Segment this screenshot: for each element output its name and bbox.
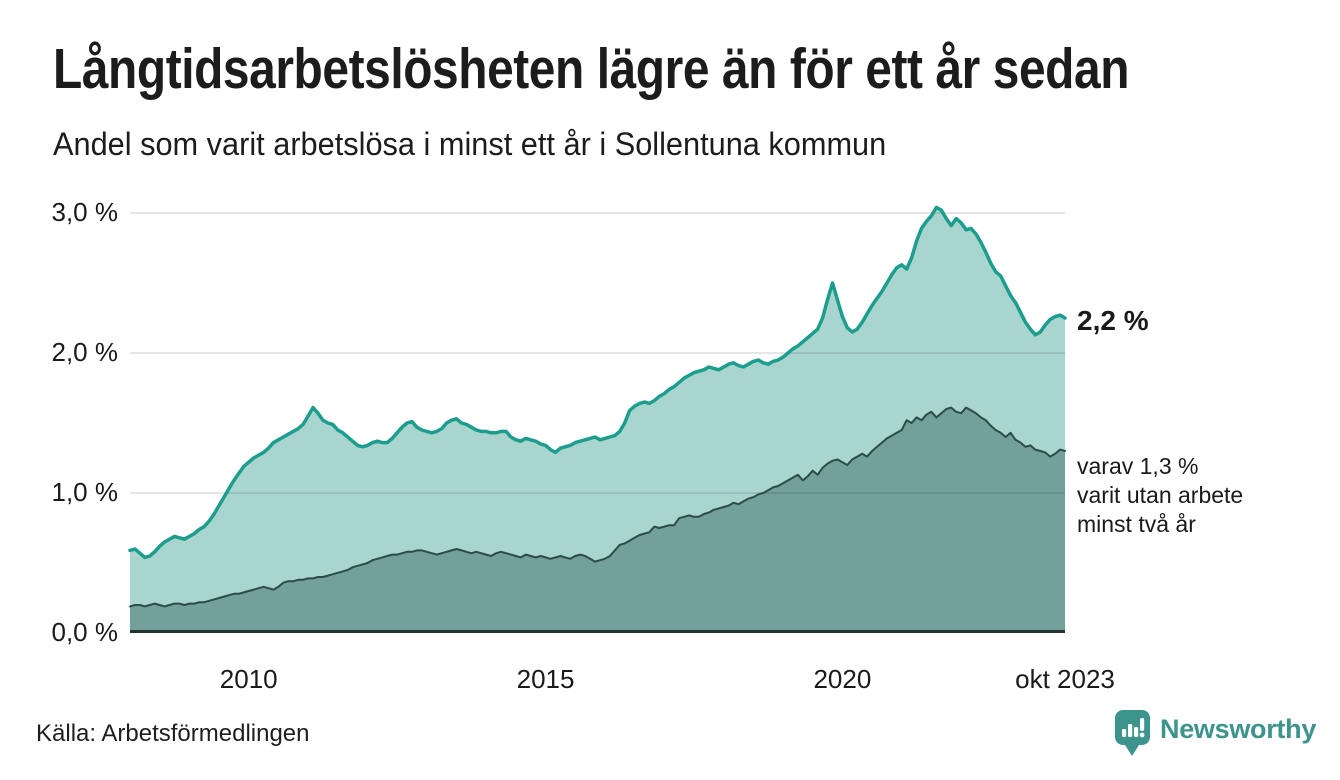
- chart-series-lines: [128, 205, 1067, 608]
- latest-value-annotation: 2,2 %: [1077, 305, 1149, 336]
- y-axis-tick-1: 2,0 %: [51, 337, 119, 367]
- series-line-1: [128, 205, 1067, 560]
- logo-exclamation-dot: [1139, 732, 1145, 738]
- page-title: Långtidsarbetslösheten lägre än för ett …: [53, 37, 1130, 101]
- logo-bar-tall: [1128, 724, 1133, 737]
- source-credit: Källa: Arbetsförmedlingen: [36, 720, 310, 747]
- series-fill-2: [130, 407, 1065, 633]
- newsworthy-logo[interactable]: Newsworthy: [1115, 710, 1316, 758]
- newsworthy-logo-icon: [1115, 710, 1150, 756]
- logo-bubble-shape: [1115, 710, 1150, 756]
- chart-area-fills: [130, 207, 1065, 633]
- secondary-annotation-line-2: varit utan arbete: [1077, 482, 1244, 508]
- y-axis-tick-2: 1,0 %: [51, 477, 119, 507]
- x-axis-tick-1: 2015: [516, 664, 575, 694]
- secondary-annotation-line-1: varav 1,3 %: [1077, 453, 1199, 479]
- series-line-2: [129, 406, 1066, 608]
- x-axis-tick-0: 2010: [219, 664, 278, 694]
- x-axis-tick-2: 2020: [813, 664, 872, 694]
- y-axis-tick-0: 3,0 %: [51, 197, 119, 227]
- secondary-annotation-line-3: minst två år: [1077, 511, 1196, 537]
- secondary-value-annotation: varav 1,3 % varit utan arbete minst två …: [1077, 452, 1243, 539]
- logo-exclamation-stem: [1140, 718, 1145, 731]
- newsworthy-logo-text: Newsworthy: [1160, 714, 1317, 744]
- logo-bar-medium: [1134, 727, 1139, 737]
- chart-gridlines: [130, 212, 1065, 494]
- x-axis-tick-3: okt 2023: [1015, 664, 1115, 694]
- y-axis-tick-3: 0,0 %: [51, 617, 119, 647]
- logo-bar-small: [1122, 729, 1127, 737]
- page-subtitle: Andel som varit arbetslösa i minst ett å…: [53, 126, 887, 162]
